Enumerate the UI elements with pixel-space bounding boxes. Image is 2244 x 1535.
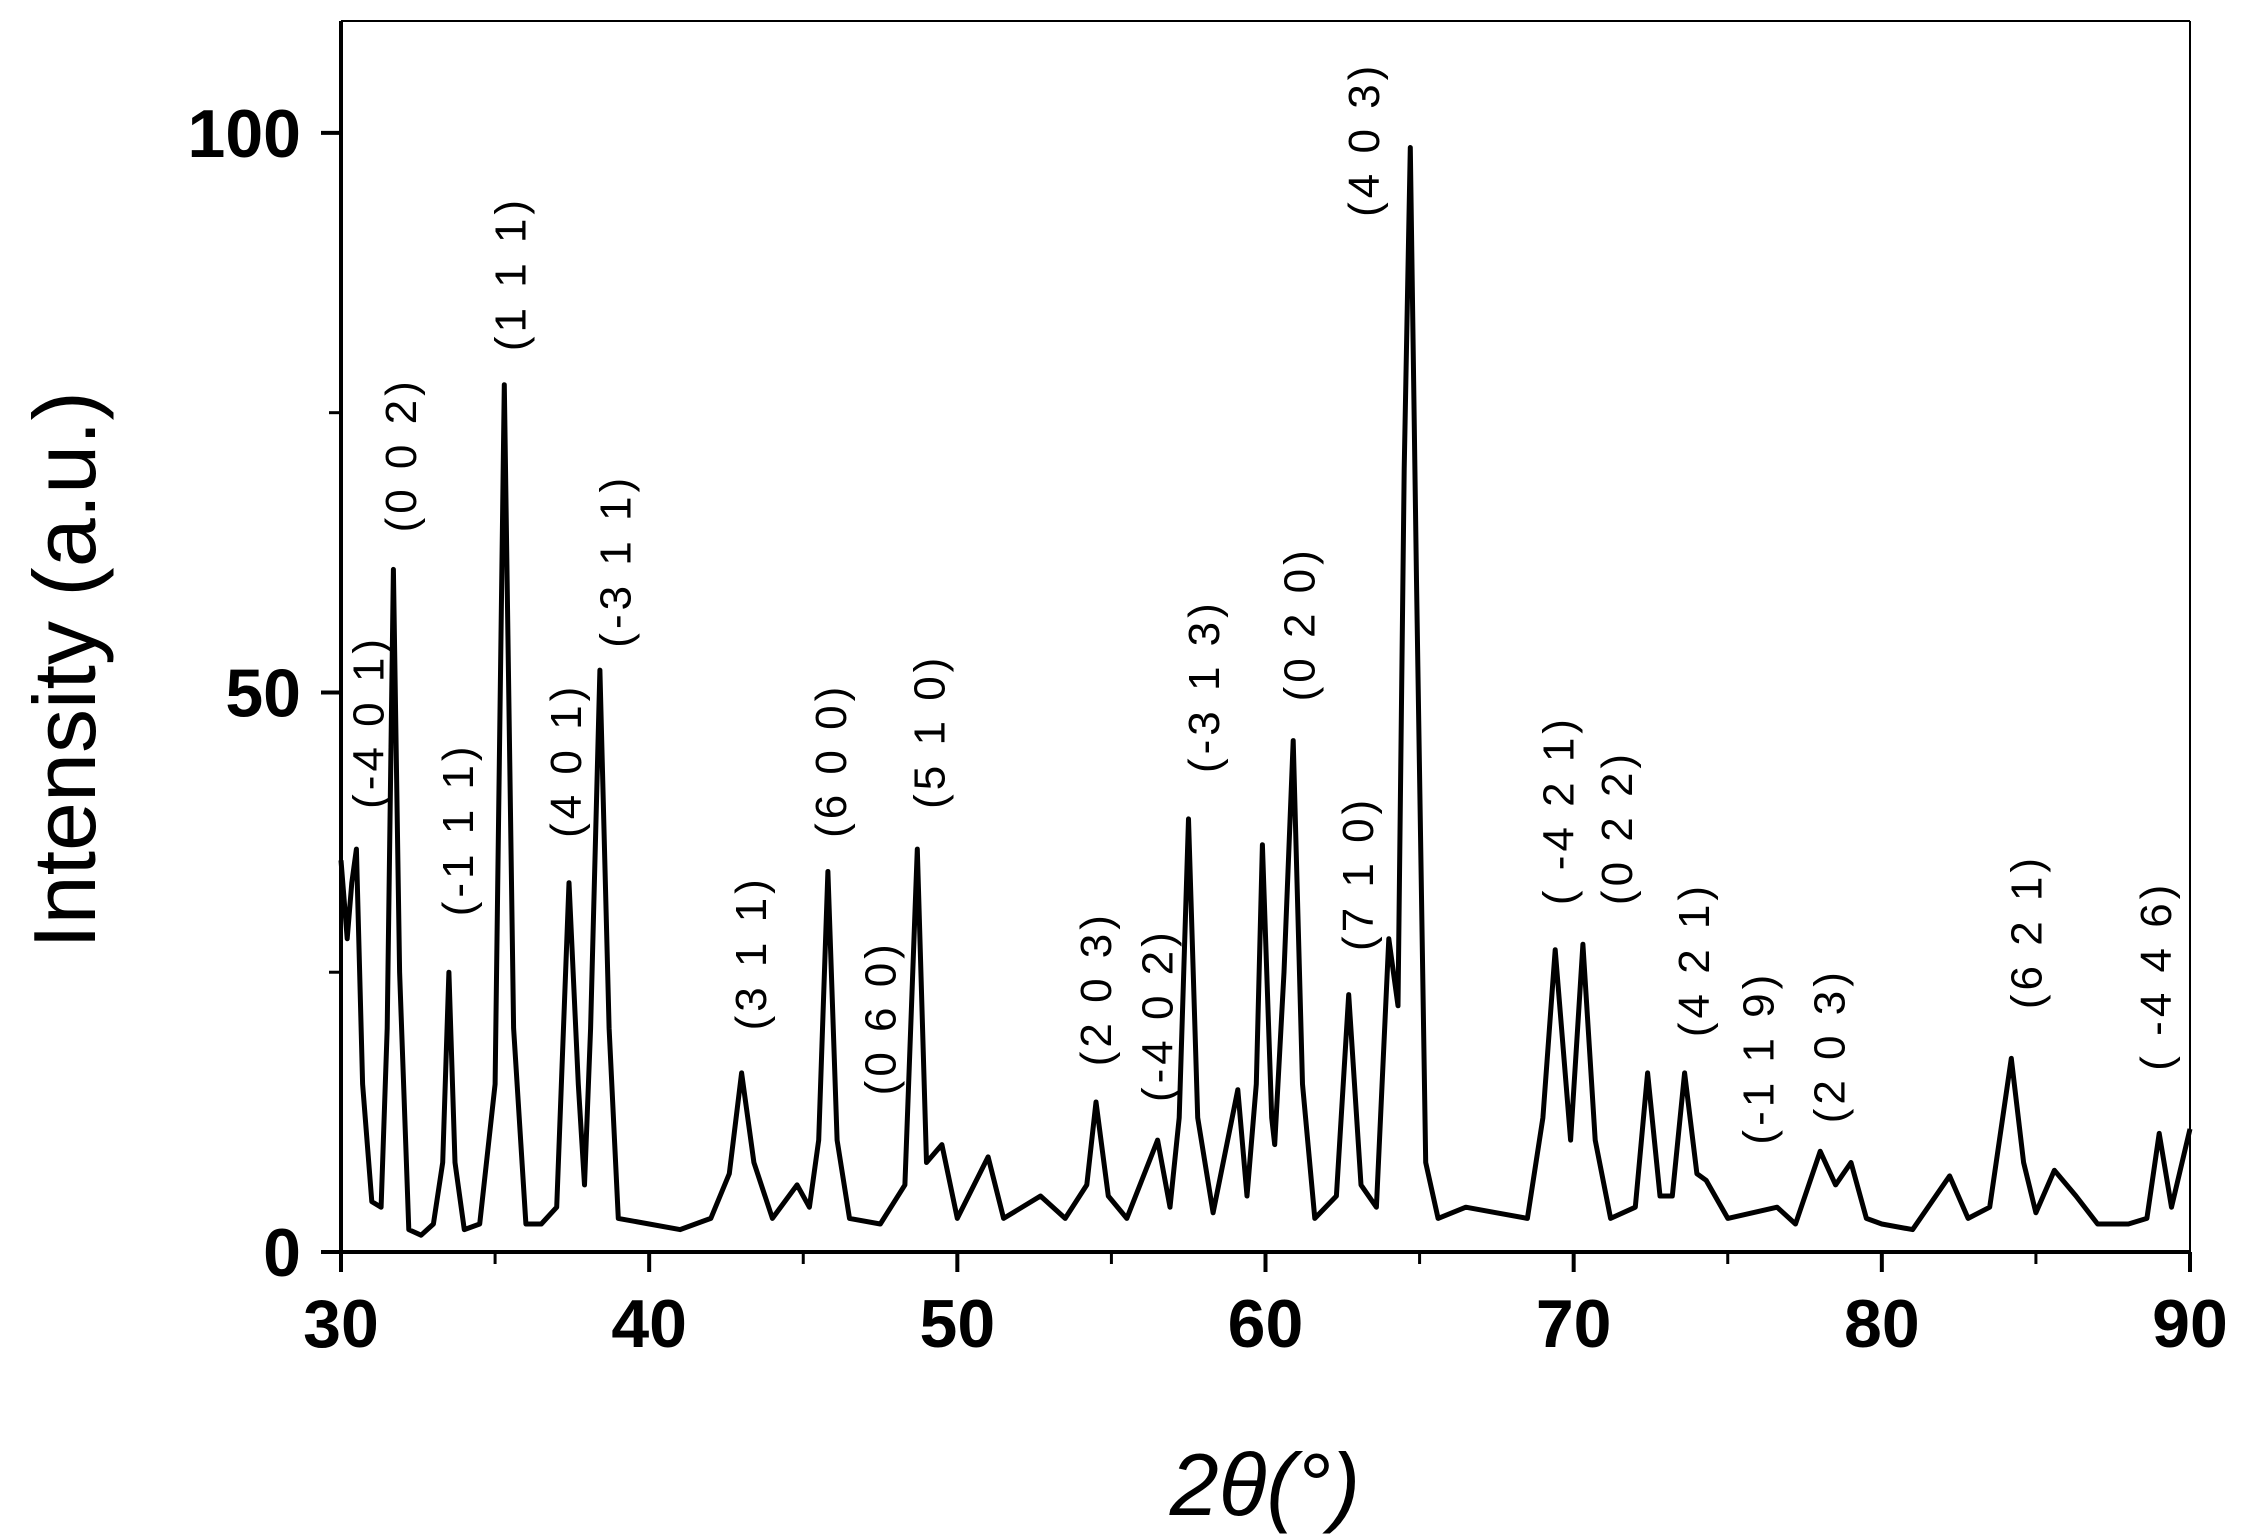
x-tick-label: 80 [1844,1286,1920,1362]
y-tick-label: 0 [263,1215,301,1291]
x-tick-label: 40 [611,1286,687,1362]
data-line [338,145,2193,1238]
peak-label: (2 0 3) [1805,968,1854,1123]
x-tick-label: 50 [920,1286,996,1362]
peak-label: (1 1 1) [486,196,535,351]
peak-label: (7 1 0) [1334,796,1383,951]
peak-label: (0 2 0) [1275,546,1324,701]
y-axis-label: Intensity (a.u.) [15,391,114,949]
peak-label: (4 2 1) [1670,882,1719,1037]
x-tick-label: 90 [2152,1286,2228,1362]
x-tick-label: 70 [1536,1286,1612,1362]
peak-label: (0 6 0) [856,940,905,1095]
peak-label: (2 0 3) [1072,911,1121,1066]
peak-label: ( -4 4 6) [2132,881,2181,1071]
y-tick-label: 50 [225,655,301,731]
x-tick-label: 60 [1228,1286,1304,1362]
peak-label: (-4 0 1) [345,635,394,809]
peak-label: (3 1 1) [727,875,776,1030]
peak-label: (-1 1 1) [434,742,483,916]
peak-label: (0 0 2) [377,377,426,532]
peak-label: (-4 0 2) [1134,928,1183,1102]
peak-label: (6 2 1) [2003,854,2052,1009]
x-tick-label: 30 [303,1286,379,1362]
peak-label: ( -4 2 1) [1534,715,1583,905]
peak-label: (4 0 3) [1340,62,1389,217]
y-tick-label: 100 [188,96,301,172]
peak-label: (5 1 0) [906,654,955,809]
peak-label: (4 0 1) [542,683,591,838]
peak-label: (0 2 2) [1593,750,1642,905]
peak-label: (-3 1 3) [1180,599,1229,773]
peak-label: (-3 1 1) [591,474,640,648]
peak-label: (-1 1 9) [1735,971,1784,1145]
peak-label: (6 0 0) [807,683,856,838]
x-axis-label: 2θ(°) [1169,1435,1360,1534]
